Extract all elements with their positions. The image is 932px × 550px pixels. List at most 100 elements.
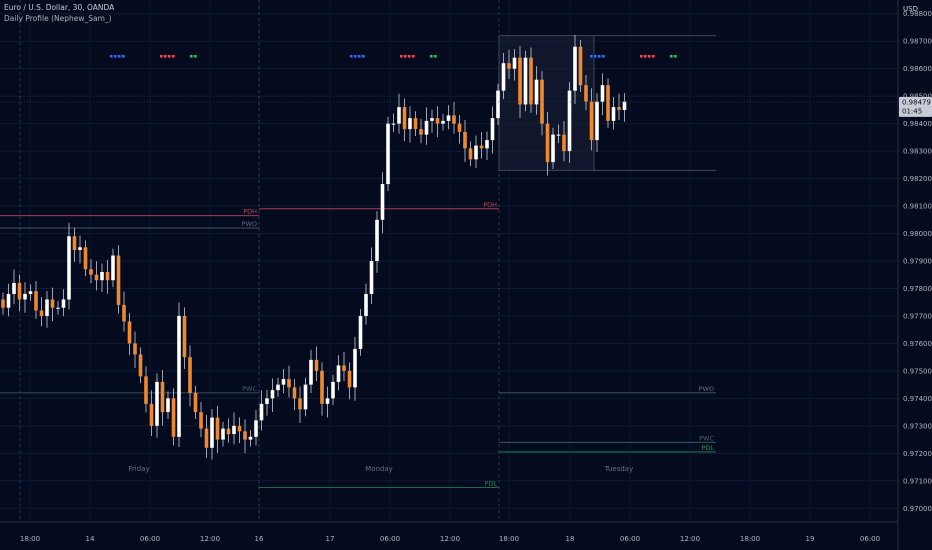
x-tick-label[interactable]: 16 (255, 535, 264, 543)
candle-body (600, 85, 605, 102)
candle-body (358, 315, 363, 349)
x-tick-label[interactable]: 06:00 (140, 535, 160, 543)
candle-body (276, 384, 280, 391)
x-tick-label[interactable]: 12:00 (680, 535, 700, 543)
session-marker (164, 55, 167, 58)
session-marker (114, 55, 117, 58)
candle-body (166, 398, 170, 413)
candle-body (501, 63, 506, 91)
y-tick-label[interactable]: 0.97200 (903, 450, 932, 458)
y-tick-label[interactable]: 0.98600 (903, 65, 932, 73)
candle-body (485, 140, 489, 149)
x-tick-label[interactable]: 06:00 (380, 535, 400, 543)
y-tick-label[interactable]: 0.98200 (903, 175, 932, 183)
candle-body (606, 85, 610, 121)
day-label: Friday (128, 465, 149, 473)
candle-body (479, 145, 484, 149)
candle-body (397, 107, 401, 124)
x-tick-label[interactable]: 18:00 (20, 535, 40, 543)
x-tick-label[interactable]: 06:00 (860, 535, 880, 543)
candle-body (89, 269, 93, 275)
x-tick-label[interactable]: 18:00 (740, 535, 760, 543)
candle-body (496, 90, 500, 119)
y-tick-label[interactable]: 0.97600 (903, 340, 932, 348)
candle-body (617, 107, 621, 110)
candle-body (353, 348, 357, 388)
current-price-value: 0.98479 (902, 98, 931, 106)
candle-body (39, 310, 44, 316)
y-tick-label[interactable]: 0.98500 (903, 93, 932, 101)
day-label: Monday (365, 465, 393, 473)
y-tick-label[interactable]: 0.97500 (903, 367, 932, 375)
session-marker (670, 55, 673, 58)
candle-body (122, 304, 126, 322)
candle-body (182, 315, 187, 358)
session-marker (194, 55, 197, 58)
candle-body (61, 299, 66, 308)
session-marker (362, 55, 365, 58)
candle-body (468, 148, 473, 160)
candle-body (215, 417, 220, 440)
y-tick-label[interactable]: 0.98000 (903, 230, 932, 238)
candle-body (56, 307, 60, 309)
y-tick-label[interactable]: 0.97800 (903, 285, 932, 293)
candle-body (67, 236, 71, 300)
session-marker (122, 55, 125, 58)
session-marker (358, 55, 361, 58)
candle-body (133, 343, 137, 355)
level-lines: PDH PDH PWO PWC PWO PWC PDL PDL (0, 201, 716, 489)
x-tick-label[interactable]: 14 (86, 535, 95, 543)
x-tick-label[interactable]: 19 (806, 535, 815, 543)
level-label-pdh: PDH (243, 208, 257, 216)
candle-body (474, 145, 478, 160)
candle-body (523, 57, 528, 105)
y-tick-label[interactable]: 0.98100 (903, 203, 932, 211)
y-tick-label[interactable]: 0.97900 (903, 258, 932, 266)
session-marker (590, 55, 593, 58)
candle-body (100, 271, 104, 281)
candle-body (413, 118, 418, 130)
y-tick-label[interactable]: 0.98800 (903, 10, 932, 18)
x-tick-label[interactable]: 18:00 (499, 535, 519, 543)
level-label-pwo: PWO (242, 220, 257, 228)
candle-body (534, 79, 539, 105)
candle-body (463, 131, 467, 149)
session-marker (644, 55, 647, 58)
y-tick-label[interactable]: 0.98400 (903, 120, 932, 128)
y-tick-label[interactable]: 0.97400 (903, 395, 932, 403)
x-tick-label[interactable]: 12:00 (200, 535, 220, 543)
candle-body (105, 271, 110, 281)
candle-body (325, 398, 330, 404)
y-tick-label[interactable]: 0.98300 (903, 148, 932, 156)
y-tick-label[interactable]: 0.97700 (903, 312, 932, 320)
x-tick-label[interactable]: 12:00 (440, 535, 460, 543)
candle-body (221, 428, 225, 440)
candle-body (562, 134, 566, 152)
candle-body (34, 291, 38, 311)
symbol-title[interactable]: Euro / U.S. Dollar, 30, OANDA (4, 3, 115, 12)
level-label-pdh: PDH (483, 201, 497, 209)
candle-body (111, 255, 115, 281)
x-tick-label[interactable]: 06:00 (620, 535, 640, 543)
session-marker (160, 55, 163, 58)
y-tick-label[interactable]: 0.97300 (903, 422, 932, 430)
level-label-pwc: PWC (242, 385, 257, 393)
candle-body (298, 398, 302, 410)
x-tick-label[interactable]: 18 (566, 535, 575, 543)
y-tick-label[interactable]: 0.97100 (903, 477, 932, 485)
x-tick-label[interactable]: 17 (326, 535, 335, 543)
candle-body (1, 299, 5, 308)
candle-body (573, 46, 577, 91)
study-title[interactable]: Daily Profile (Nephew_Sam_) (4, 14, 112, 23)
candle-body (50, 299, 55, 308)
candle-body (402, 107, 407, 130)
level-label-pdl: PDL (484, 480, 497, 488)
y-tick-label[interactable]: 0.98700 (903, 38, 932, 46)
y-tick-label[interactable]: 0.97000 (903, 505, 932, 513)
candlestick-series (1, 34, 627, 460)
candle-body (457, 123, 462, 132)
candle-body (265, 398, 269, 404)
candle-body (281, 379, 286, 385)
